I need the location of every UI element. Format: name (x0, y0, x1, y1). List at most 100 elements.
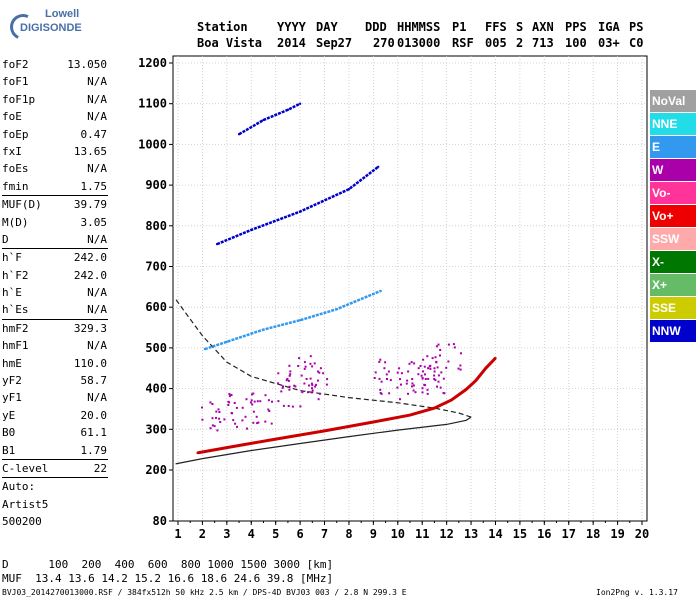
param-label: foEp (2, 127, 29, 141)
param-row: fmin 1.75 (2, 178, 162, 195)
y-tick-label: 500 (145, 341, 167, 355)
param-label: Auto: (2, 480, 36, 494)
spread-echo-dot (396, 386, 399, 389)
param-value: N/A (87, 75, 107, 89)
spread-echo-dot (234, 422, 237, 425)
hdr-station-label: Station (197, 20, 248, 34)
spread-echo-dot (380, 392, 383, 395)
hdr-ps-label: PS (629, 20, 644, 34)
param-row: Artist5 (2, 496, 162, 513)
distance-values: 100 200 400 600 800 1000 1500 3000 [km] (48, 558, 334, 571)
spread-echo-dot (407, 370, 410, 373)
spread-echo-dot (405, 382, 408, 385)
param-label: hmE (2, 356, 22, 370)
logo-line2: DIGISONDE (20, 22, 82, 34)
param-row: B1 1.79 (2, 442, 162, 459)
o-trace-echo-dot (494, 357, 497, 360)
spread-echo-dot (429, 367, 432, 370)
spread-echo-dot (396, 371, 399, 374)
spread-echo-dot (400, 383, 402, 386)
spread-echo-dot (227, 404, 230, 406)
third-hop-echo-dot (347, 188, 350, 191)
spread-echo-dot (232, 419, 235, 422)
spread-echo-dot (257, 421, 260, 424)
spread-echo-dot (277, 372, 280, 375)
spread-echo-dot (318, 371, 321, 374)
param-separator (2, 477, 108, 479)
spread-echo-dot (251, 403, 254, 406)
spread-echo-dot (426, 355, 429, 358)
o-trace-echo-dot (274, 438, 277, 441)
spread-echo-dot (383, 367, 386, 370)
spread-echo-dot (318, 392, 321, 395)
hdr-ps-value: C0 (629, 36, 644, 50)
spread-echo-dot (256, 400, 259, 403)
spread-echo-dot (434, 379, 437, 382)
legend-item: NNE (650, 113, 696, 135)
x-tick-label: 15 (513, 527, 527, 541)
spread-echo-dot (268, 410, 271, 412)
spread-echo-dot (309, 362, 312, 365)
spread-echo-dot (293, 384, 296, 387)
third-hop-echo-dot (299, 210, 302, 213)
x-tick-label: 13 (464, 527, 478, 541)
spread-echo-dot (246, 427, 248, 430)
spread-echo-dot (308, 384, 310, 387)
legend-item: SSW (650, 228, 696, 250)
spread-echo-dot (241, 419, 244, 422)
spread-echo-dot (424, 373, 426, 376)
spread-echo-dot (431, 357, 434, 360)
param-row: D N/A (2, 231, 162, 248)
spread-echo-dot (422, 358, 425, 361)
spread-echo-dot (384, 361, 387, 364)
param-row: B0 61.1 (2, 424, 162, 441)
param-row: fxI 13.65 (2, 143, 162, 160)
param-row: h`F2 242.0 (2, 267, 162, 284)
y-tick-label: 900 (145, 178, 167, 192)
spread-echo-dot (288, 388, 291, 391)
spread-echo-dot (447, 360, 450, 363)
spread-echo-dot (317, 370, 319, 373)
file-info-footer: BVJ03_2014270013000.RSF / 384fx512h 50 k… (2, 588, 407, 597)
param-label: hmF2 (2, 321, 29, 335)
spread-echo-dot (230, 394, 233, 396)
param-value: 58.7 (80, 374, 108, 388)
profile-dashed-line (175, 298, 472, 418)
spread-echo-dot (378, 360, 381, 363)
spread-echo-dot (253, 400, 256, 403)
hdr-ffs-value: 005 (485, 36, 507, 50)
spread-echo-dot (277, 400, 280, 403)
second-hop-echo-dot (299, 319, 302, 322)
spread-echo-dot (218, 417, 221, 420)
o-trace-echo-dot (450, 398, 453, 401)
hdr-pps-value: 100 (565, 36, 587, 50)
hdr-yyyy-value: 2014 (277, 36, 306, 50)
spread-echo-dot (251, 393, 253, 396)
spread-echo-dot (249, 401, 252, 404)
param-row: C-level 22 (2, 460, 162, 477)
spread-echo-dot (313, 362, 316, 365)
hdr-station-value: Boa Vista (197, 36, 263, 50)
spread-echo-dot (310, 391, 313, 394)
x-tick-label: 4 (248, 527, 255, 541)
spread-echo-dot (437, 380, 440, 383)
x-tick-label: 8 (345, 527, 352, 541)
third-hop-echo-dot (216, 243, 219, 246)
spread-echo-dot (442, 377, 445, 380)
o-trace-echo-dot (323, 429, 326, 432)
x-tick-label: 14 (488, 527, 502, 541)
spread-echo-dot (460, 352, 462, 355)
spread-echo-dot (373, 377, 376, 379)
hdr-iga-label: IGA (598, 20, 620, 34)
spread-echo-dot (315, 383, 317, 386)
param-label: D (2, 232, 9, 246)
param-value: 13.65 (73, 144, 107, 158)
hdr-p1-value: RSF (452, 36, 474, 50)
param-label: fxI (2, 144, 22, 158)
o-trace-trace (197, 357, 497, 455)
param-value: 329.3 (73, 321, 107, 335)
spread-echo-dot (417, 367, 420, 370)
spread-echo-dot (319, 367, 322, 370)
spread-echo-dot (436, 385, 438, 388)
spread-echo-dot (289, 373, 292, 376)
